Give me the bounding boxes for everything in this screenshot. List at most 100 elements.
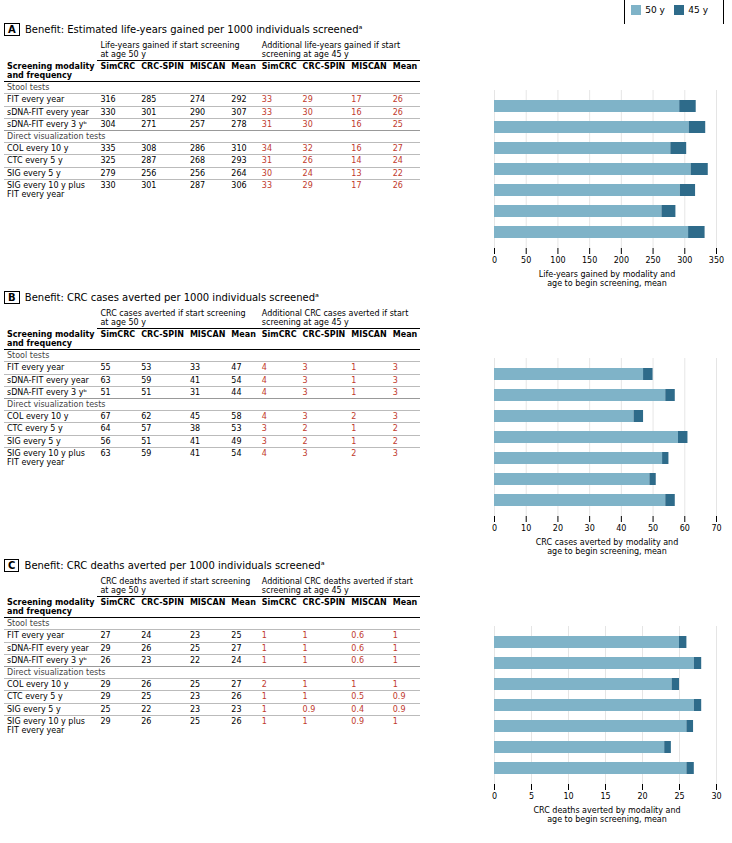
svg-text:300: 300: [677, 256, 692, 265]
html-text:304: 304: [100, 119, 116, 129]
svg-text:50: 50: [521, 256, 531, 265]
svg-text:100: 100: [550, 256, 565, 265]
html-text:SIG every 5 y: SIG every 5 y: [7, 168, 61, 178]
html-text:31: 31: [261, 119, 272, 129]
html-text:Life-years gained if start scr: Life-years gained if start screening at …: [100, 41, 240, 60]
svg-text:200: 200: [614, 256, 629, 265]
html-text:Benefit: CRC deaths averted pe: Benefit: CRC deaths averted per 1000 ind…: [21, 560, 325, 571]
svg-text:15: 15: [600, 792, 610, 801]
html-text:316: 316: [100, 95, 116, 105]
svg-text:50: 50: [648, 524, 658, 533]
html-text:33: 33: [261, 95, 272, 105]
svg-text:70: 70: [711, 524, 721, 533]
svg-text:5: 5: [529, 792, 534, 801]
svg-text:0: 0: [492, 256, 497, 265]
html-text:16: 16: [351, 144, 362, 154]
html-text:SIG every 10 y plus FIT every: SIG every 10 y plus FIT every year: [7, 716, 85, 735]
html-text:Additional life-years gained i: Additional life-years gained if start sc…: [261, 41, 401, 60]
html-text:16: 16: [351, 107, 362, 117]
html-text:Screening modality and frequen: Screening modality and frequency: [7, 597, 95, 617]
html-text:325: 325: [100, 156, 116, 166]
html-text:33: 33: [261, 107, 272, 117]
html-text:330: 330: [100, 107, 116, 117]
html-text:Additional CRC deaths averted: Additional CRC deaths averted if start s…: [261, 577, 413, 596]
html-text:14: 14: [351, 156, 362, 166]
html-text:308: 308: [141, 144, 157, 154]
html-text:274: 274: [189, 95, 206, 105]
html-text:26: 26: [392, 107, 403, 117]
html-text:Stool tests: Stool tests: [7, 83, 50, 93]
html-text:335: 335: [100, 144, 116, 154]
html-text:16: 16: [351, 119, 362, 129]
html-text:285: 285: [141, 95, 157, 105]
html-text:SIG every 10 y plus FIT every: SIG every 10 y plus FIT every year: [7, 180, 85, 199]
html-text:Mean: Mean: [392, 62, 418, 72]
svg-text:10: 10: [521, 524, 531, 533]
svg-text:150: 150: [582, 256, 597, 265]
html-text:sDNA-FIT every year: sDNA-FIT every year: [7, 107, 89, 117]
html-text:CTC every 5 y: CTC every 5 y: [7, 156, 63, 166]
html-text:COL every 10 y: COL every 10 y: [7, 144, 69, 154]
html-text:293: 293: [231, 156, 247, 166]
html-text:257: 257: [189, 119, 206, 129]
html-text:286: 286: [189, 144, 206, 154]
html-text:sDNA-FIT every 3 yᵇ: sDNA-FIT every 3 yᵇ: [7, 119, 87, 129]
html-text:278: 278: [231, 119, 247, 129]
html-text:SimCRC: SimCRC: [100, 62, 136, 72]
svg-text:20: 20: [637, 792, 647, 801]
html-text:CRC cases averted by modality: CRC cases averted by modality and age to…: [535, 538, 679, 556]
svg-text:30: 30: [711, 792, 721, 801]
html-text:FIT every year: FIT every year: [7, 95, 65, 105]
html-text:34: 34: [261, 144, 272, 154]
html-text:32: 32: [302, 144, 313, 154]
html-text:24: 24: [392, 156, 403, 166]
html-text:26: 26: [302, 156, 313, 166]
svg-text:25: 25: [674, 792, 684, 801]
html-text:50 y: 50 y: [645, 4, 665, 15]
html-text:45 y: 45 y: [688, 4, 708, 15]
html-text:SimCRC: SimCRC: [261, 62, 297, 72]
svg-text:20: 20: [553, 524, 563, 533]
svg-text:60: 60: [680, 524, 690, 533]
svg-text:0: 0: [492, 524, 497, 533]
html-text:CRC-SPIN: CRC-SPIN: [141, 62, 184, 72]
html-text:Screening modality and frequen: Screening modality and frequency: [7, 61, 95, 81]
html-text:CRC-SPIN: CRC-SPIN: [302, 62, 346, 72]
html-text:27: 27: [392, 144, 403, 154]
html-text:CRC deaths averted by modality: CRC deaths averted by modality and age t…: [533, 806, 681, 824]
svg-text:30: 30: [585, 524, 595, 533]
html-text:301: 301: [141, 107, 157, 117]
html-text:310: 310: [231, 144, 247, 154]
html-text:CRC deaths averted if start sc: CRC deaths averted if start screening at…: [100, 577, 251, 596]
html-text:25: 25: [392, 119, 403, 129]
html-text:Benefit: CRC cases averted per: Benefit: CRC cases averted per 1000 indi…: [21, 292, 319, 303]
svg-text:40: 40: [616, 524, 626, 533]
html-text:SIG every 10 y plus FIT every: SIG every 10 y plus FIT every year: [7, 448, 85, 467]
html-text:287: 287: [141, 156, 157, 166]
svg-text:10: 10: [563, 792, 573, 801]
html-text:307: 307: [231, 107, 247, 117]
html-text:CRC cases averted if start scr: CRC cases averted if start screening at …: [100, 309, 246, 328]
html-text:MISCAN: MISCAN: [189, 62, 226, 72]
html-text:279: 279: [100, 168, 116, 178]
html-text:30: 30: [302, 107, 313, 117]
html-text:268: 268: [189, 156, 206, 166]
html-text:271: 271: [141, 119, 157, 129]
svg-text:0: 0: [492, 792, 497, 801]
html-text:256: 256: [141, 168, 157, 178]
html-text:Benefit: Estimated life-years: Benefit: Estimated life-years gained per…: [21, 24, 363, 35]
html-text:Life-years gained by modality: Life-years gained by modality and age to…: [538, 270, 676, 288]
html-text:17: 17: [351, 95, 362, 105]
html-text:Additional CRC cases averted i: Additional CRC cases averted if start sc…: [261, 309, 409, 328]
svg-text:350: 350: [709, 256, 724, 265]
html-text:290: 290: [189, 107, 206, 117]
html-text:30: 30: [302, 119, 313, 129]
svg-text:250: 250: [645, 256, 660, 265]
html-text:26: 26: [392, 95, 403, 105]
html-text:Screening modality and frequen: Screening modality and frequency: [7, 329, 95, 349]
html-text:31: 31: [261, 156, 272, 166]
html-text:MISCAN: MISCAN: [351, 62, 387, 72]
html-text:Mean: Mean: [231, 62, 256, 72]
html-text:29: 29: [302, 95, 313, 105]
html-text:292: 292: [231, 95, 247, 105]
